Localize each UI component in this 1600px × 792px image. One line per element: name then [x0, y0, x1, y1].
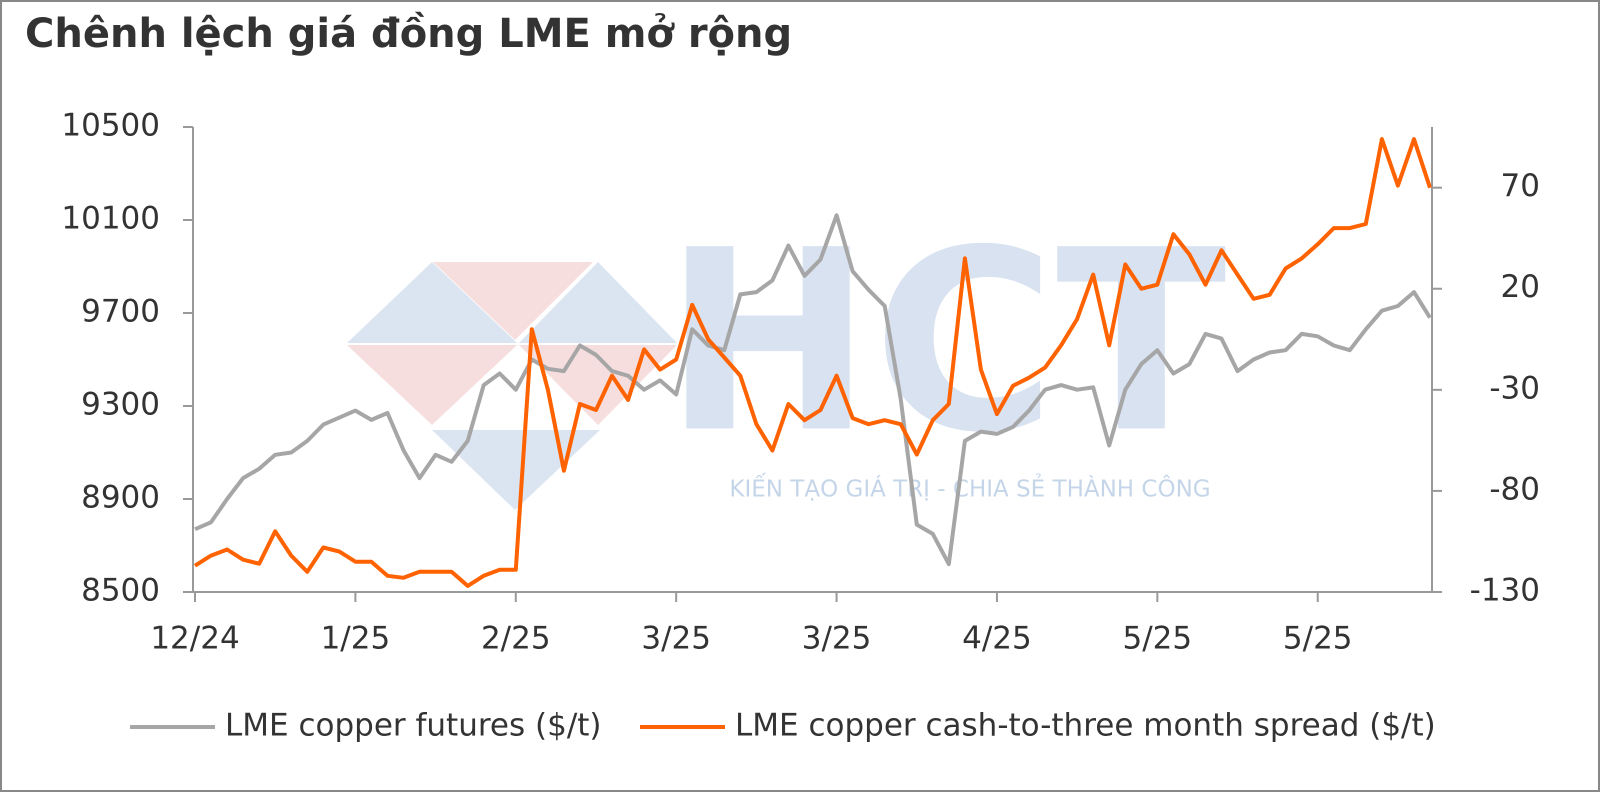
y-tick-label: 9300	[81, 387, 160, 423]
y-tick-label: 10500	[61, 108, 160, 144]
y2-tick-label: -130	[1470, 573, 1540, 609]
y-tick-label: 10100	[61, 201, 160, 237]
series-line	[194, 213, 1432, 567]
series-line	[193, 137, 1432, 588]
x-tick-label: 12/24	[150, 621, 239, 657]
x-tick-label: 4/25	[962, 621, 1032, 657]
x-tick-label: 5/25	[1283, 621, 1353, 657]
x-tick-label: 3/25	[641, 621, 711, 657]
watermark-text: HCT	[663, 196, 1226, 487]
legend-label: LME copper futures ($/t)	[225, 708, 602, 744]
x-tick-label: 2/25	[481, 621, 551, 657]
y2-tick-label: 20	[1501, 269, 1540, 305]
y-tick-label: 9700	[81, 294, 160, 330]
legend-label: LME copper cash-to-three month spread ($…	[735, 708, 1436, 744]
y-tick-label: 8500	[81, 573, 160, 609]
x-tick-label: 1/25	[321, 621, 391, 657]
y2-tick-label: -30	[1489, 370, 1540, 406]
x-tick-label: 5/25	[1123, 621, 1193, 657]
watermark-slogan: KIẾN TẠO GIÁ TRỊ - CHIA SẺ THÀNH CÔNG	[729, 473, 1210, 503]
y-tick-label: 8900	[81, 480, 160, 516]
x-tick-label: 3/25	[802, 621, 872, 657]
chart-title: Chênh lệch giá đồng LME mở rộng	[25, 11, 792, 57]
y2-tick-label: -80	[1489, 471, 1540, 507]
y2-tick-label: 70	[1501, 168, 1540, 204]
